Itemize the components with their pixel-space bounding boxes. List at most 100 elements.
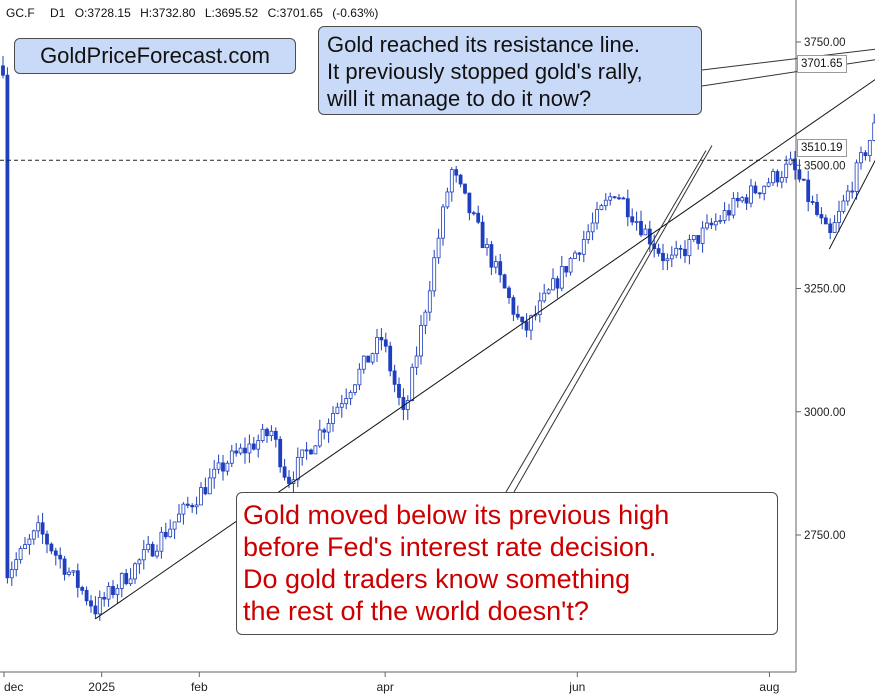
candle-body <box>265 428 269 437</box>
candle-body <box>247 443 252 454</box>
trendline <box>95 79 875 620</box>
candle-body <box>793 158 797 171</box>
candle-body <box>58 554 63 560</box>
callout-line: It previously stopped gold's rally, <box>327 59 643 84</box>
time-axis: dec 2025 feb apr jun aug <box>3 672 779 694</box>
candle-body <box>5 74 10 579</box>
candle-body <box>23 544 27 549</box>
candle-body <box>9 569 14 579</box>
candle-body <box>388 345 393 372</box>
candle-body <box>229 450 234 464</box>
candle-body <box>656 248 661 254</box>
candle-body <box>625 198 630 218</box>
candle-body <box>454 169 459 176</box>
candle-body <box>348 391 353 399</box>
candle-body <box>419 324 423 357</box>
candle-body <box>595 209 599 224</box>
candle-body <box>405 400 410 410</box>
fed-callout: Gold moved below its previous high befor… <box>236 492 778 635</box>
y-tick-label: 3500.00 <box>804 160 846 172</box>
candle-body <box>749 185 753 204</box>
candle-body <box>379 337 384 341</box>
candle-body <box>502 274 507 289</box>
callout-pointer <box>505 150 707 493</box>
candle-body <box>674 247 679 256</box>
candle-body <box>256 440 261 450</box>
callout-line: Gold reached its resistance line. <box>327 32 641 57</box>
callout-line: Do gold traders know something <box>243 564 631 594</box>
candle-body <box>67 571 71 575</box>
candle-body <box>766 182 771 187</box>
candle-body <box>75 570 80 588</box>
candle-body <box>581 239 586 255</box>
candle-body <box>375 337 379 355</box>
candle-body <box>27 538 32 546</box>
candle-body <box>771 171 775 184</box>
candle-body <box>260 428 265 442</box>
candle-body <box>665 258 670 262</box>
candle-body <box>471 212 476 215</box>
candle-body <box>564 265 569 273</box>
candle-body <box>49 543 54 552</box>
candle-body <box>806 179 811 202</box>
candle-body <box>370 353 375 363</box>
candle-body <box>172 521 177 530</box>
candle-body <box>300 449 305 458</box>
candle-body <box>53 550 58 556</box>
candle-body <box>630 216 635 223</box>
candle-body <box>124 573 129 585</box>
candle-body <box>427 290 432 313</box>
candle-body <box>573 252 577 259</box>
candle-body <box>168 528 173 538</box>
candle-body <box>295 457 300 481</box>
candle-body <box>643 228 648 236</box>
candle-body <box>537 300 542 316</box>
candle-body <box>383 339 388 347</box>
candle-body <box>449 169 454 193</box>
candle-body <box>551 278 555 291</box>
candle-body <box>322 429 327 433</box>
candle-body <box>111 586 115 596</box>
candle-body <box>401 397 406 410</box>
y-tick-label: 3000.00 <box>804 407 846 419</box>
candle-body <box>511 297 516 315</box>
candle-body <box>146 543 151 551</box>
candle-body <box>845 190 850 202</box>
candle-body <box>207 477 212 495</box>
candle-body <box>432 257 437 292</box>
candle-body <box>696 235 701 244</box>
chart-header: GC.F D1 O:3728.15 H:3732.80 L:3695.52 C:… <box>6 6 378 20</box>
brand-box: GoldPriceForecast.com <box>14 38 296 74</box>
candle-body <box>97 596 102 615</box>
x-tick-label: jun <box>568 680 585 694</box>
candle-body <box>731 197 736 216</box>
candle-body <box>89 600 93 607</box>
candle-body <box>36 522 41 532</box>
callout-pointer <box>701 59 875 87</box>
candle-body <box>867 139 872 157</box>
candle-body <box>520 316 525 323</box>
candle-body <box>243 447 247 454</box>
candle-body <box>106 586 111 600</box>
candle-body <box>278 438 283 468</box>
candle-body <box>542 292 547 302</box>
candle-body <box>194 504 199 508</box>
candle-body <box>837 210 841 223</box>
y-tick-label: 2750.00 <box>804 530 846 542</box>
candle-body <box>859 152 863 164</box>
x-tick-label: aug <box>759 680 779 694</box>
candle-body <box>119 573 124 589</box>
candle-body <box>691 235 696 240</box>
candle-body <box>225 462 230 472</box>
candle-body <box>608 196 613 201</box>
candle-body <box>863 152 868 157</box>
candle-body <box>687 239 692 257</box>
candle-body <box>84 589 89 602</box>
callout-line: the rest of the world doesn't? <box>243 596 589 626</box>
candle-body <box>199 487 203 506</box>
candle-body <box>366 355 371 363</box>
candle-body <box>823 217 828 225</box>
level-price-tag: 3510.19 <box>797 139 847 157</box>
candle-body <box>489 244 494 268</box>
